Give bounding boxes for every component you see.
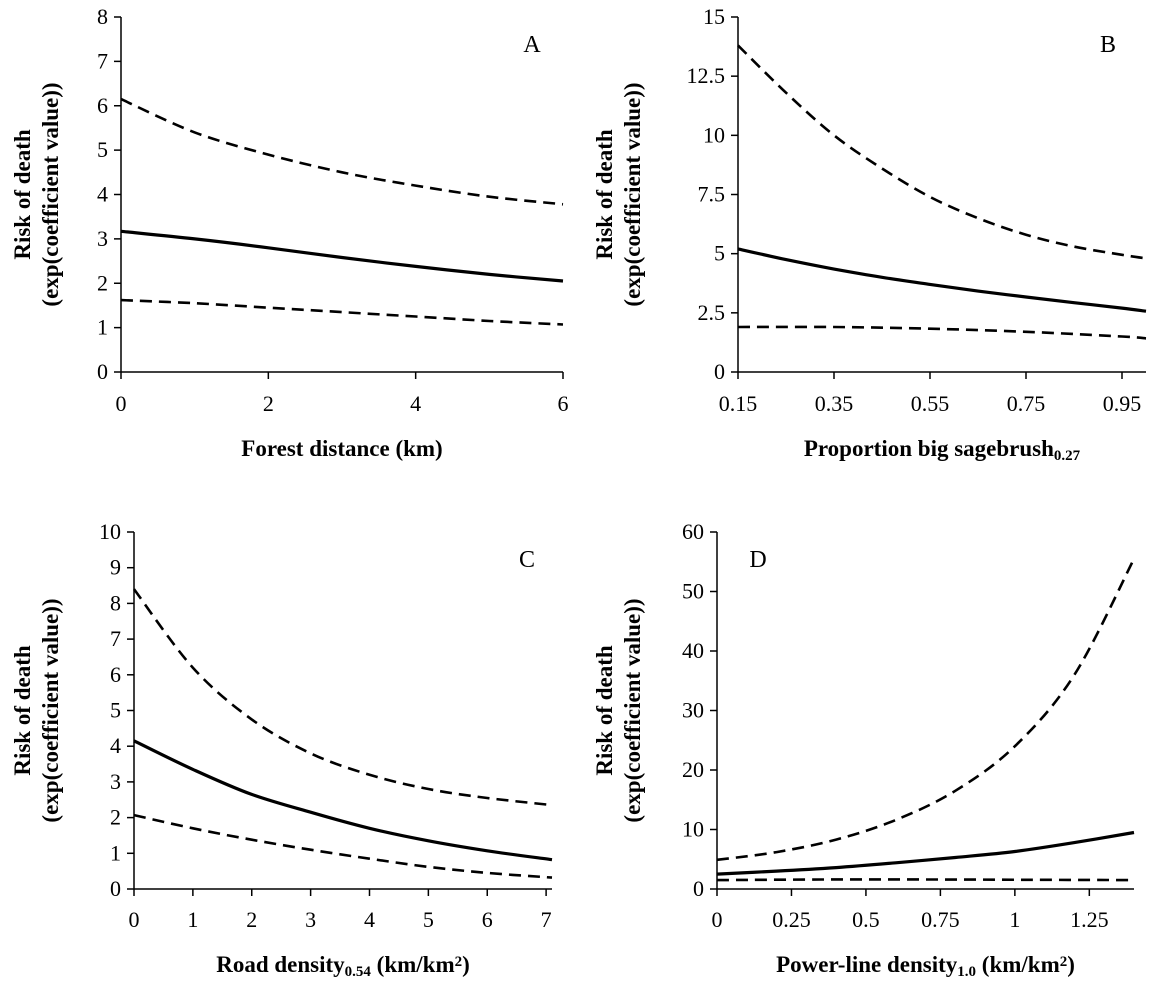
x-tick-label: 7: [541, 907, 552, 932]
lower-ci-curve: [737, 325, 1147, 340]
y-tick-label: 15: [703, 4, 725, 29]
x-tick-label: 0.75: [1007, 391, 1046, 416]
lower-ci-curve: [133, 813, 553, 879]
mean-curve: [120, 229, 564, 283]
y-tick-label: 7.5: [698, 182, 726, 207]
y-tick-label: 6: [97, 93, 108, 118]
x-axis-label: Road density0.54 (km/km2): [216, 952, 470, 980]
panel-letter: B: [1100, 32, 1116, 58]
y-tick-label: 1: [97, 315, 108, 340]
y-tick-label: 9: [110, 555, 121, 580]
x-tick-label: 0.55: [911, 391, 950, 416]
x-tick-label: 0.95: [1103, 391, 1142, 416]
x-tick-label: 3: [305, 907, 316, 932]
y-tick-label: 8: [97, 4, 108, 29]
x-tick-label: 0: [129, 907, 140, 932]
y-tick-label: 0: [110, 876, 121, 901]
panel-letter: C: [519, 547, 535, 573]
panel-a: 0 1 2 3 4 5 6 7 8 0 2 4 6 Forest distance (km) Risk of…: [10, 4, 569, 461]
x-tick-label: 6: [482, 907, 493, 932]
y-tick-label: 6: [110, 662, 121, 687]
y-tick-label: 4: [110, 733, 121, 758]
mean-curve: [737, 247, 1147, 313]
x-tick-label: 0: [116, 391, 127, 416]
mean-curve: [133, 739, 553, 862]
x-tick-label: 0.25: [772, 907, 811, 932]
y-tick-label: 5: [714, 241, 725, 266]
y-tick-label: 5: [97, 137, 108, 162]
y-tick-label: 20: [682, 757, 704, 782]
x-tick-label: 0.35: [815, 391, 854, 416]
x-tick-label: 5: [423, 907, 434, 932]
panel-b: 0 2.5 5 7.5 10 12.5 15 0.15 0.35 0.55 0.75 0.95 Prop…: [592, 4, 1147, 464]
x-tick-label: 6: [558, 391, 569, 416]
x-tick-label: 1: [187, 907, 198, 932]
panel-d: 0 10 20 30 40 50 60 0 0.25 0.5 0.75 1 1.25 Power-line…: [592, 519, 1136, 980]
x-tick-label: 4: [364, 907, 375, 932]
upper-ci-curve: [120, 97, 564, 206]
y-axis-label: Risk of death (exp(coefficient value)): [592, 82, 645, 306]
mean-curve: [716, 830, 1135, 876]
y-tick-label: 2: [97, 270, 108, 295]
y-tick-label: 0: [714, 359, 725, 384]
panel-letter: D: [749, 547, 766, 573]
y-tick-label: 10: [703, 122, 725, 147]
y-tick-label: 3: [97, 226, 108, 251]
y-tick-label: 7: [97, 48, 108, 73]
upper-ci-curve: [737, 44, 1147, 260]
y-tick-label: 60: [682, 519, 704, 544]
y-tick-label: 0: [693, 876, 704, 901]
lower-ci-curve: [716, 878, 1135, 882]
x-tick-label: 0.75: [921, 907, 960, 932]
x-axis-label: Proportion big sagebrush0.27: [804, 436, 1081, 464]
x-tick-label: 0: [712, 907, 723, 932]
y-axis-label: Risk of death (exp(coefficient value)): [10, 598, 63, 822]
x-axis-label: Forest distance (km): [241, 436, 442, 461]
y-tick-label: 4: [97, 182, 108, 207]
x-tick-label: 0.15: [719, 391, 758, 416]
y-tick-label: 10: [682, 817, 704, 842]
y-tick-label: 40: [682, 638, 704, 663]
y-tick-label: 50: [682, 579, 704, 604]
y-tick-label: 5: [110, 698, 121, 723]
x-tick-label: 4: [410, 391, 421, 416]
y-axis-label: Risk of death (exp(coefficient value)): [592, 598, 645, 822]
x-tick-label: 2: [246, 907, 257, 932]
x-axis-label: Power-line density1.0 (km/km2): [776, 952, 1075, 980]
upper-ci-curve: [716, 558, 1136, 862]
panel-c: 0 1 2 3 4 5 6 7 8 9 10 0 1 2 3 4 5 6 7 Road density0.54 (km…: [10, 519, 553, 980]
x-tick-label: 2: [263, 391, 274, 416]
y-tick-label: 7: [110, 626, 121, 651]
y-tick-label: 12.5: [687, 63, 726, 88]
y-axis-label: Risk of death (exp(coefficient value)): [10, 82, 63, 306]
y-tick-label: 2.5: [698, 300, 726, 325]
x-tick-label: 1: [1009, 907, 1020, 932]
y-tick-label: 8: [110, 590, 121, 615]
x-tick-label: 0.5: [852, 907, 880, 932]
panel-letter: A: [523, 32, 541, 58]
y-tick-label: 3: [110, 769, 121, 794]
upper-ci-curve: [132, 588, 553, 807]
y-tick-label: 1: [110, 840, 121, 865]
y-tick-label: 2: [110, 805, 121, 830]
lower-ci-curve: [120, 298, 564, 326]
y-tick-label: 10: [99, 519, 121, 544]
y-tick-label: 30: [682, 698, 704, 723]
y-tick-label: 0: [97, 359, 108, 384]
x-tick-label: 1.25: [1070, 907, 1109, 932]
